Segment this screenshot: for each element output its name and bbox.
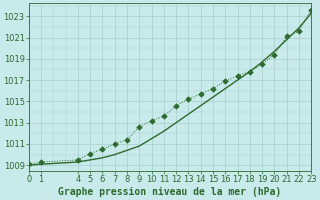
X-axis label: Graphe pression niveau de la mer (hPa): Graphe pression niveau de la mer (hPa) [58,186,282,197]
